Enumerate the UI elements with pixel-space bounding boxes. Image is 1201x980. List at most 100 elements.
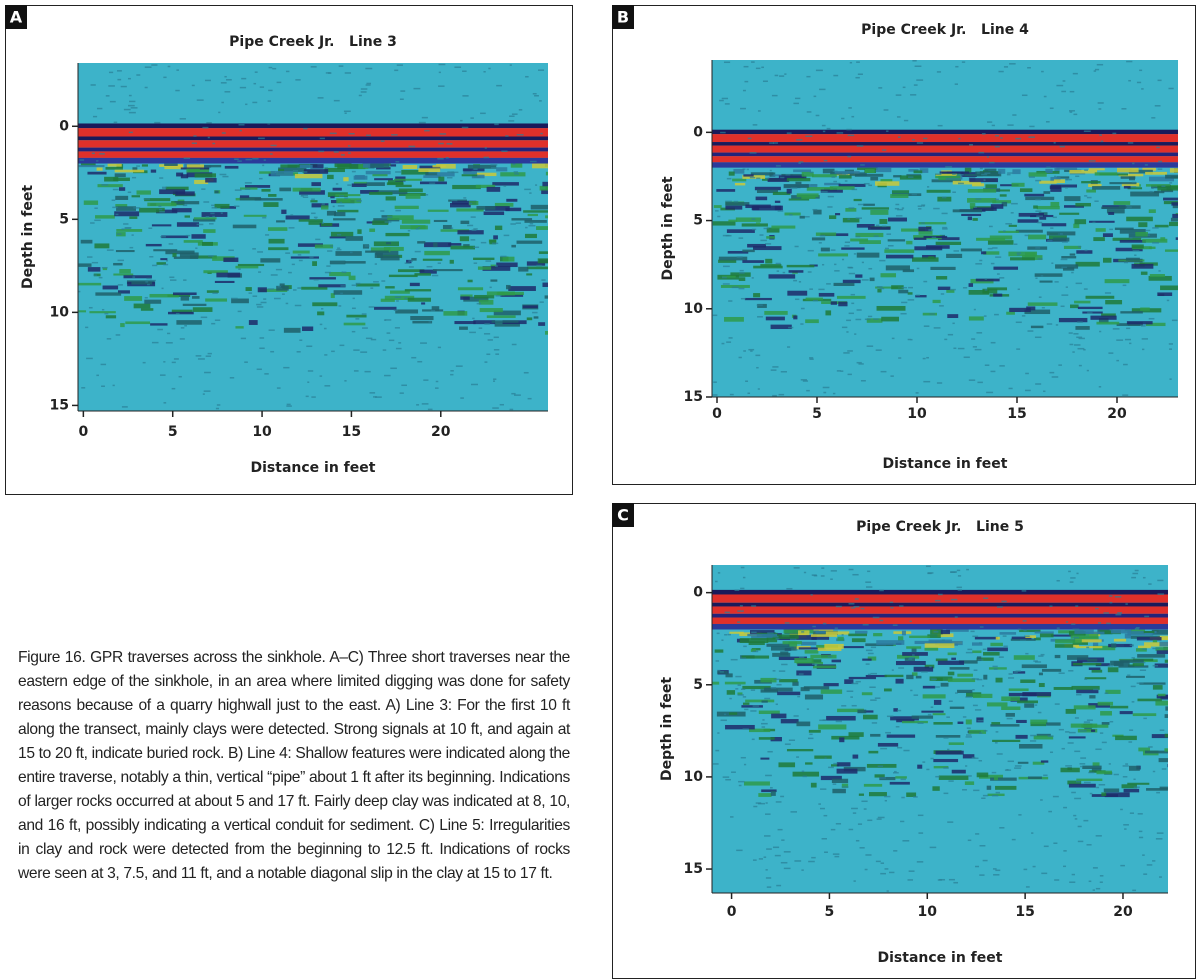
radargram-speck [841,634,844,636]
radargram-speck [982,648,987,651]
radargram-streak [332,187,342,191]
radargram-streak [1009,307,1031,313]
radargram-streak [857,709,867,714]
radargram-speck [1077,840,1084,843]
radargram-streak [891,190,910,194]
radargram-streak [915,295,927,298]
radargram-streak [1065,708,1077,714]
radargram-streak [1169,168,1178,173]
radargram-speck [834,855,840,858]
radargram-speck [842,172,846,175]
x-tick-label: 10 [918,904,938,920]
radargram-speck [437,262,441,264]
radargram-streak [545,171,548,176]
x-tick-label: 20 [1113,904,1133,920]
radargram-streak [167,311,194,315]
radargram-speck [995,198,999,201]
radargram-speck [1041,70,1044,73]
radargram-speck [1098,784,1106,786]
radargram-speck [939,878,946,881]
radargram-streak [1018,212,1044,217]
radargram-speck [958,137,961,140]
radargram-speck [238,268,241,270]
radargram-speck [775,165,781,167]
radargram-streak [1107,667,1119,673]
radargram-speck [968,379,976,381]
radargram-speck [128,111,136,114]
radargram-streak [718,259,737,263]
radargram-streak [1062,267,1075,271]
radargram-streak [235,326,244,329]
radargram-speck [918,832,924,834]
radargram-streak [764,310,788,315]
radargram-streak [418,168,441,172]
radargram-streak [424,250,450,256]
radargram-streak [839,737,845,743]
radargram-streak [1092,645,1116,651]
radargram-speck [844,241,851,244]
radargram-speck [462,70,467,72]
radargram-speck [917,722,924,724]
radargram-streak [83,200,99,205]
radargram-speck [496,84,502,87]
radargram-speck [162,186,167,189]
radargram-streak [935,658,948,662]
radargram-streak [124,296,143,301]
radargram-streak [494,225,503,231]
radargram-speck [798,161,804,163]
radargram-speck [1051,376,1059,378]
radargram-streak [1015,229,1043,233]
radargram-speck [1003,66,1009,68]
radargram-streak [511,218,533,221]
radargram-speck [168,243,174,245]
radargram-speck [835,720,842,723]
radargram-streak [410,315,434,321]
radargram-speck [285,302,289,305]
radargram-speck [272,67,277,70]
radargram-speck [958,182,964,185]
radargram-speck [735,688,739,690]
radargram-streak [898,289,909,294]
radargram-speck [913,796,918,798]
radargram-speck [263,159,266,161]
y-axis-label: Depth in feet [659,677,675,781]
radargram-speck [723,713,727,716]
radargram-streak [974,636,998,640]
radargram-speck [995,731,999,733]
radargram-speck [910,689,913,692]
radargram-streak [987,647,1008,652]
radargram-streak [1093,237,1105,242]
radargram-speck [852,812,857,814]
radargram-streak [911,672,918,676]
radargram-streak [743,781,770,786]
radargram-streak [984,168,997,174]
radargram-speck [1061,90,1067,93]
radargram-speck [777,828,783,831]
radargram-streak [460,220,470,225]
radargram-speck [847,134,855,137]
radargram-speck [353,370,359,372]
radargram-streak [989,235,1013,240]
radargram-band [712,129,1178,135]
radargram-speck [501,150,508,153]
radargram-streak [150,169,157,173]
radargram-streak [972,650,982,654]
radargram-streak [877,288,882,293]
radargram-streak [1092,762,1100,767]
radargram-streak [1124,633,1131,639]
radargram-band [78,136,548,141]
radargram-speck [1072,351,1075,353]
radargram-speck [292,170,299,172]
radargram-speck [320,308,324,310]
radargram-streak [104,176,119,182]
radargram-streak [191,234,206,239]
radargram-speck [537,69,545,71]
radargram-speck [1145,229,1151,232]
radargram-speck [934,686,940,688]
radargram-streak [751,648,761,651]
radargram-speck [1123,824,1129,826]
radargram-streak [1146,788,1168,791]
radargram-streak [119,269,131,274]
radargram-speck [738,237,744,239]
radargram-speck [478,327,483,329]
